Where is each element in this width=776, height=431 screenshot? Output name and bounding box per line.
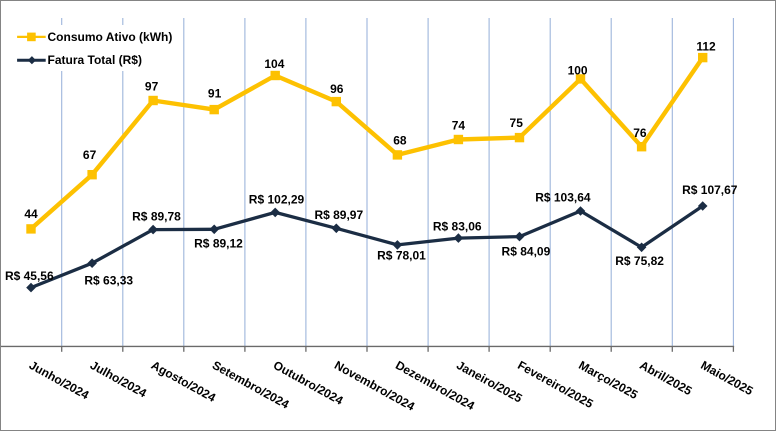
svg-text:97: 97 [145, 80, 159, 94]
svg-text:Consumo Ativo (kWh): Consumo Ativo (kWh) [48, 30, 173, 44]
svg-text:R$ 89,97: R$ 89,97 [314, 208, 363, 222]
svg-text:67: 67 [83, 148, 97, 162]
svg-text:100: 100 [568, 63, 588, 77]
svg-text:R$ 84,09: R$ 84,09 [502, 245, 551, 259]
svg-text:R$ 89,78: R$ 89,78 [132, 210, 181, 224]
svg-text:104: 104 [264, 57, 284, 71]
svg-text:Fatura Total (R$): Fatura Total (R$) [48, 53, 142, 67]
svg-text:112: 112 [696, 39, 716, 53]
svg-text:44: 44 [24, 207, 38, 221]
svg-text:R$ 75,82: R$ 75,82 [615, 254, 664, 268]
svg-text:R$ 45,56: R$ 45,56 [5, 269, 54, 283]
svg-text:R$ 89,12: R$ 89,12 [194, 236, 243, 250]
svg-text:68: 68 [393, 133, 407, 147]
svg-text:75: 75 [510, 116, 524, 130]
svg-text:96: 96 [330, 82, 344, 96]
svg-text:91: 91 [208, 87, 222, 101]
svg-text:R$ 107,67: R$ 107,67 [682, 183, 738, 197]
svg-text:R$ 63,33: R$ 63,33 [84, 273, 133, 287]
svg-text:76: 76 [633, 126, 647, 140]
svg-text:R$ 103,64: R$ 103,64 [535, 191, 591, 205]
svg-text:74: 74 [452, 119, 466, 133]
svg-text:R$ 102,29: R$ 102,29 [249, 193, 305, 207]
svg-text:R$ 83,06: R$ 83,06 [433, 219, 482, 233]
svg-text:R$ 78,01: R$ 78,01 [377, 249, 426, 263]
